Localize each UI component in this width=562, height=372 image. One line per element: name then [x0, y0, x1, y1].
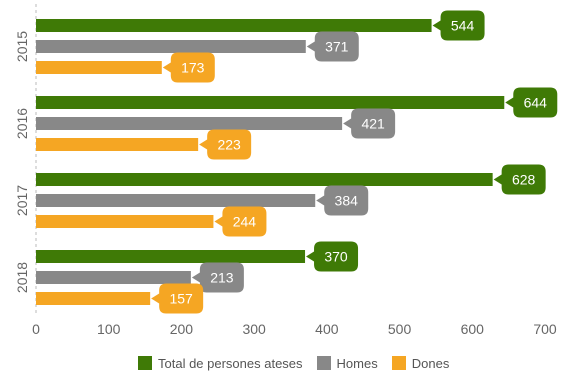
data-label: 223 — [217, 137, 241, 153]
legend-swatch — [138, 356, 152, 370]
x-tick-label: 100 — [97, 321, 121, 337]
legend-label: Homes — [336, 355, 378, 371]
x-tick-label: 400 — [315, 321, 339, 337]
legend-item[interactable]: Homes — [316, 355, 378, 371]
legend-label: Dones — [411, 355, 450, 371]
bar — [36, 117, 343, 130]
data-label-bubble — [316, 185, 369, 216]
x-tick-label: 700 — [533, 321, 557, 337]
data-label-bubble — [505, 87, 558, 118]
legend-label: Total de persones ateses — [158, 355, 303, 371]
data-label-bubble — [214, 206, 267, 237]
data-label-bubble — [343, 108, 396, 139]
x-tick-label: 200 — [170, 321, 194, 337]
data-label-bubble — [306, 31, 359, 62]
x-tick-label: 600 — [461, 321, 485, 337]
bar — [36, 292, 151, 305]
category-label: 2016 — [14, 108, 30, 139]
data-label-bubble — [306, 241, 359, 272]
x-tick-label: 500 — [388, 321, 412, 337]
data-label: 384 — [335, 193, 359, 209]
data-label-bubble — [151, 283, 204, 314]
data-label-bubble — [199, 129, 252, 160]
bar — [36, 215, 214, 228]
data-label: 544 — [451, 18, 475, 34]
data-label: 173 — [181, 60, 205, 76]
data-label: 371 — [325, 39, 349, 55]
data-label: 244 — [233, 214, 257, 230]
bar — [36, 40, 306, 53]
bar — [36, 96, 505, 109]
data-label-bubble — [162, 52, 215, 83]
data-label: 213 — [210, 270, 234, 286]
bar — [36, 138, 199, 151]
data-label: 157 — [169, 291, 193, 307]
category-label: 2017 — [14, 185, 30, 216]
bar — [36, 19, 432, 32]
category-label: 2015 — [14, 31, 30, 62]
data-label: 421 — [361, 116, 385, 132]
legend-item[interactable]: Dones — [391, 355, 450, 371]
chart-legend: Total de persones ateses Homes Dones — [138, 354, 463, 372]
bar — [36, 271, 191, 284]
data-label: 370 — [324, 249, 348, 265]
legend-swatch — [391, 356, 406, 370]
data-label-bubble — [432, 10, 485, 41]
legend-item[interactable]: Total de persones ateses — [138, 356, 303, 371]
category-label: 2018 — [14, 262, 30, 293]
bar — [36, 173, 493, 186]
x-tick-label: 300 — [242, 321, 266, 337]
bar — [36, 61, 162, 74]
data-label-bubble — [191, 262, 244, 293]
data-label: 628 — [512, 172, 536, 188]
bar — [36, 194, 316, 207]
bar — [36, 250, 306, 263]
data-label: 644 — [524, 95, 548, 111]
legend-swatch — [316, 356, 331, 370]
x-tick-label: 0 — [32, 321, 40, 337]
data-label-bubble — [493, 164, 546, 195]
